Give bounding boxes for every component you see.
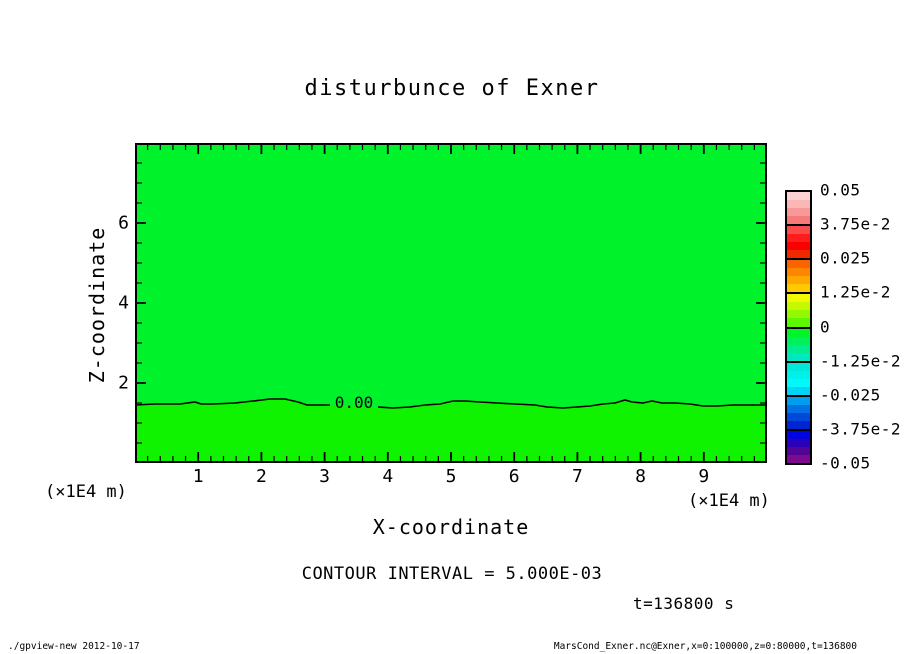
colorbar-tick-label: -0.05 (820, 453, 871, 473)
x-tick-label: 9 (698, 466, 710, 487)
colorbar-strip (787, 276, 810, 285)
colorbar-strip (787, 284, 810, 293)
plot-border (135, 143, 767, 463)
colorbar-strip (787, 438, 810, 447)
plot-area: 0.00 (135, 143, 767, 463)
colorbar-strip (787, 208, 810, 217)
colorbar-strip (787, 344, 810, 353)
colorbar-box (787, 260, 810, 295)
colorbar-tick-label: -3.75e-2 (820, 419, 902, 439)
tone-fill-lower (135, 399, 767, 463)
colorbar-strip (787, 420, 810, 429)
colorbar-strip (787, 268, 810, 277)
y-tick-label: 2 (118, 372, 129, 394)
y-axis-units-label: (×1E4 m) (45, 482, 127, 502)
colorbar-strip (787, 430, 810, 439)
x-tick-label: 3 (319, 466, 331, 487)
colorbar-tick-label: 1.25e-2 (820, 282, 891, 302)
contour-level-label: 0.00 (335, 393, 374, 412)
colorbar-tick-label: -1.25e-2 (820, 351, 902, 371)
colorbar-strip (787, 378, 810, 387)
colorbar-tick-label: -0.025 (820, 385, 881, 405)
zero-contour-line (135, 398, 767, 409)
x-tick-label: 5 (445, 466, 457, 487)
x-axis-units-label: (×1E4 m) (688, 491, 770, 511)
contour-plot-svg: 0.00 (135, 143, 767, 463)
y-tick-label: 4 (118, 292, 129, 314)
x-tick-label: 2 (255, 466, 267, 487)
colorbar-strip (787, 250, 810, 259)
colorbar-tick-label: 0.025 (820, 248, 871, 268)
colorbar-strip (787, 446, 810, 455)
x-tick-label: 1 (192, 466, 204, 487)
colorbar-strip (787, 454, 810, 463)
colorbar-strip (787, 412, 810, 421)
colorbar-box (787, 362, 810, 397)
colorbar-box (787, 226, 810, 261)
colorbar-strip (787, 294, 810, 303)
x-tick-label: 7 (571, 466, 583, 487)
colorbar-box (787, 396, 810, 431)
axis-ticks (137, 145, 765, 461)
colorbar-strip (787, 362, 810, 371)
colorbar (785, 190, 812, 465)
colorbar-box (787, 430, 810, 463)
footer-dataset-info: MarsCond_Exner.nc@Exner,x=0:100000,z=0:8… (553, 641, 857, 652)
colorbar-strip (787, 226, 810, 235)
colorbar-box (787, 192, 810, 227)
colorbar-strip (787, 200, 810, 209)
x-tick-label: 4 (382, 466, 394, 487)
colorbar-strip (787, 192, 810, 201)
time-label: t=136800 s (633, 594, 735, 613)
chart-title: disturbunce of Exner (304, 76, 600, 101)
colorbar-strip (787, 328, 810, 337)
colorbar-strip (787, 242, 810, 251)
contour-interval-note: CONTOUR INTERVAL = 5.000E-03 (301, 564, 603, 584)
x-tick-label: 6 (508, 466, 520, 487)
colorbar-strip (787, 336, 810, 345)
colorbar-strip (787, 370, 810, 379)
colorbar-strip (787, 386, 810, 395)
colorbar-box (787, 294, 810, 329)
colorbar-strip (787, 216, 810, 225)
x-tick-label: 8 (635, 466, 647, 487)
x-axis-title: X-coordinate (372, 515, 530, 539)
colorbar-box (787, 328, 810, 363)
colorbar-strip (787, 318, 810, 327)
colorbar-strip (787, 404, 810, 413)
colorbar-tick-label: 3.75e-2 (820, 214, 891, 234)
colorbar-strip (787, 234, 810, 243)
colorbar-strip (787, 310, 810, 319)
footer-command-line: ./gpview-new 2012-10-17 (8, 641, 140, 652)
colorbar-strip (787, 260, 810, 269)
colorbar-tick-label: 0 (820, 317, 831, 336)
colorbar-strip (787, 352, 810, 361)
colorbar-strip (787, 302, 810, 311)
y-tick-label: 6 (118, 212, 129, 234)
colorbar-strip (787, 396, 810, 405)
colorbar-tick-label: 0.05 (820, 180, 861, 200)
